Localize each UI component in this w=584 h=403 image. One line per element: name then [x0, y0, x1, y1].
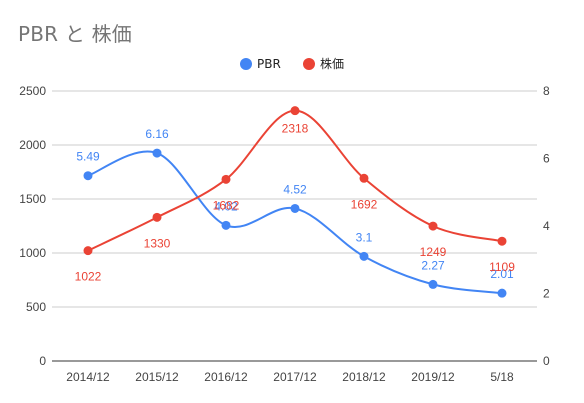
- pbr-data-point[interactable]: [152, 148, 162, 158]
- pbr-data-point[interactable]: [290, 203, 300, 213]
- price-data-label: 1330: [144, 236, 171, 250]
- price-data-point[interactable]: [221, 174, 231, 184]
- price-data-label: 1692: [351, 197, 378, 211]
- pbr-data-label: 6.16: [145, 127, 169, 141]
- price-data-label: 1682: [213, 198, 240, 212]
- price-data-point[interactable]: [497, 236, 507, 246]
- left-axis-tick-label: 1000: [19, 246, 46, 260]
- price-legend-marker[interactable]: [303, 58, 315, 70]
- pbr-data-label: 4.02: [214, 199, 238, 213]
- right-axis-tick-label: 0: [543, 354, 550, 368]
- pbr-data-point[interactable]: [428, 279, 438, 289]
- pbr-legend-marker[interactable]: [240, 58, 252, 70]
- price-data-label: 1022: [75, 270, 102, 284]
- pbr-data-label: 2.27: [421, 258, 445, 272]
- x-axis-tick-label: 5/18: [490, 370, 514, 384]
- left-axis-tick-label: 2500: [19, 84, 46, 98]
- pbr-data-label: 5.49: [76, 150, 100, 164]
- price-data-point[interactable]: [290, 106, 300, 116]
- pbr-data-point[interactable]: [83, 171, 93, 181]
- left-axis-tick-label: 1500: [19, 192, 46, 206]
- pbr-data-label: 4.52: [283, 182, 307, 196]
- pbr-data-point[interactable]: [221, 220, 231, 230]
- pbr-data-point[interactable]: [359, 251, 369, 261]
- x-axis-tick-label: 2015/12: [135, 370, 179, 384]
- x-axis-tick-label: 2014/12: [66, 370, 110, 384]
- right-axis-tick-label: 4: [543, 219, 550, 233]
- pbr-data-label: 2.01: [490, 267, 514, 281]
- chart-title: PBR と 株価: [18, 22, 132, 46]
- right-axis-tick-label: 2: [543, 287, 550, 301]
- right-axis-tick-label: 8: [543, 84, 550, 98]
- price-legend-label[interactable]: 株価: [320, 56, 344, 71]
- price-data-point[interactable]: [359, 173, 369, 183]
- left-axis-tick-label: 0: [39, 354, 46, 368]
- pbr-data-point[interactable]: [497, 288, 507, 298]
- x-axis-tick-label: 2018/12: [342, 370, 386, 384]
- price-data-label: 1249: [420, 245, 447, 259]
- pbr-data-label: 3.1: [356, 230, 373, 244]
- x-axis-tick-label: 2019/12: [411, 370, 455, 384]
- left-axis-tick-label: 500: [26, 300, 46, 314]
- price-data-label: 2318: [282, 122, 309, 136]
- x-axis-tick-label: 2017/12: [273, 370, 317, 384]
- left-axis-tick-label: 2000: [19, 138, 46, 152]
- price-data-label: 1109: [489, 260, 515, 274]
- pbr-legend-label[interactable]: PBR: [257, 57, 281, 71]
- price-data-point[interactable]: [83, 246, 93, 256]
- right-axis-tick-label: 6: [543, 152, 550, 166]
- price-data-point[interactable]: [152, 212, 162, 222]
- x-axis-tick-label: 2016/12: [204, 370, 248, 384]
- price-data-point[interactable]: [428, 221, 438, 231]
